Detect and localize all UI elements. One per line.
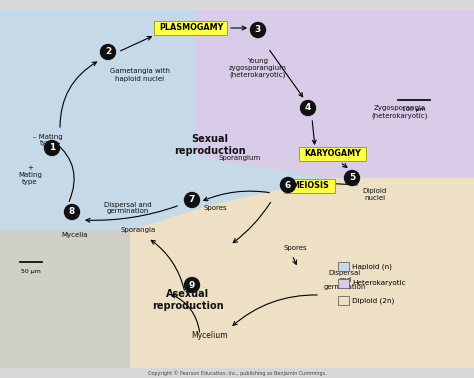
Text: Haploid (n): Haploid (n): [352, 263, 392, 270]
Text: 4: 4: [305, 104, 311, 113]
Circle shape: [100, 45, 116, 59]
Text: 3: 3: [255, 25, 261, 34]
Text: Zygosporangia
(heterokaryotic): Zygosporangia (heterokaryotic): [372, 105, 428, 119]
Text: Diploid (2n): Diploid (2n): [352, 297, 394, 304]
FancyBboxPatch shape: [284, 179, 336, 193]
Text: – Mating
type: – Mating type: [33, 133, 63, 147]
Text: 1: 1: [49, 144, 55, 152]
Bar: [338, 262, 349, 271]
Text: Asexual
reproduction: Asexual reproduction: [152, 289, 224, 311]
Circle shape: [184, 277, 200, 293]
Text: 8: 8: [69, 208, 75, 217]
Text: Sporangia: Sporangia: [120, 227, 155, 233]
Circle shape: [281, 178, 295, 192]
Text: Heterokaryotic: Heterokaryotic: [352, 280, 406, 287]
Text: Copyright © Pearson Education, Inc., publishing as Benjamin Cummings.: Copyright © Pearson Education, Inc., pub…: [148, 370, 326, 376]
Text: +
Mating
type: + Mating type: [18, 165, 42, 185]
Text: 50 µm: 50 µm: [21, 269, 41, 274]
Circle shape: [301, 101, 316, 116]
Text: Spores: Spores: [203, 205, 227, 211]
Polygon shape: [195, 10, 474, 178]
Text: Mycelium: Mycelium: [191, 330, 228, 339]
Bar: [338, 296, 349, 305]
Polygon shape: [130, 10, 474, 378]
Text: Gametangia with
haploid nuclei: Gametangia with haploid nuclei: [110, 68, 170, 82]
Text: Dispersal
and
germination: Dispersal and germination: [324, 270, 366, 290]
Text: Dispersal and
germination: Dispersal and germination: [104, 201, 152, 214]
Text: Diploid
nuclei: Diploid nuclei: [363, 189, 387, 201]
Circle shape: [345, 170, 359, 186]
Text: PLASMOGAMY: PLASMOGAMY: [159, 23, 223, 33]
Text: 7: 7: [189, 195, 195, 204]
Circle shape: [45, 141, 60, 155]
Text: 2: 2: [105, 48, 111, 56]
Bar: [0, 368, 474, 378]
Text: 6: 6: [285, 181, 291, 189]
Text: 9: 9: [189, 280, 195, 290]
FancyBboxPatch shape: [300, 147, 366, 161]
Text: Sexual
reproduction: Sexual reproduction: [174, 134, 246, 156]
Text: Mycelia: Mycelia: [62, 232, 88, 238]
Bar: [338, 279, 349, 288]
Text: Spores: Spores: [283, 245, 307, 251]
Polygon shape: [0, 10, 474, 230]
Circle shape: [184, 192, 200, 208]
Circle shape: [64, 204, 80, 220]
Text: MEIOSIS: MEIOSIS: [291, 181, 329, 191]
Text: KARYOGAMY: KARYOGAMY: [305, 150, 362, 158]
Bar: [0, 0, 474, 10]
Circle shape: [250, 23, 265, 37]
Text: Sporangium: Sporangium: [219, 155, 261, 161]
Text: 100 µm: 100 µm: [402, 107, 426, 112]
FancyBboxPatch shape: [155, 21, 228, 35]
Text: 5: 5: [349, 174, 355, 183]
Text: Young
zygosporangium
(heterokaryotic): Young zygosporangium (heterokaryotic): [229, 58, 287, 78]
